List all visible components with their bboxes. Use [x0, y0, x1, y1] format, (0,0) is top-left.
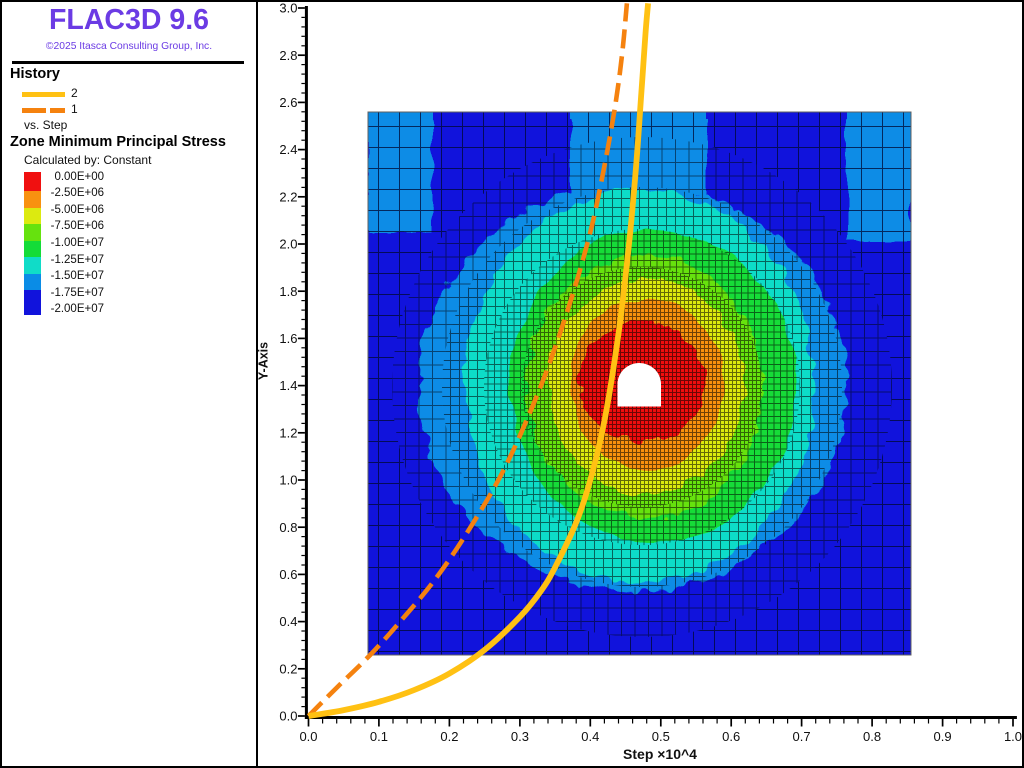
svg-text:0.0: 0.0 — [299, 729, 317, 744]
svg-text:0.6: 0.6 — [722, 729, 740, 744]
svg-text:0.3: 0.3 — [511, 729, 529, 744]
svg-text:0.4: 0.4 — [581, 729, 599, 744]
svg-text:1.4: 1.4 — [279, 378, 297, 393]
svg-text:2.0: 2.0 — [279, 237, 297, 252]
svg-text:0.7: 0.7 — [793, 729, 811, 744]
svg-text:0.1: 0.1 — [370, 729, 388, 744]
svg-text:Y-Axis: Y-Axis — [256, 342, 270, 380]
svg-text:2.2: 2.2 — [279, 189, 297, 204]
svg-text:0.4: 0.4 — [279, 614, 297, 629]
svg-text:2.4: 2.4 — [279, 142, 297, 157]
svg-text:2.6: 2.6 — [279, 95, 297, 110]
svg-text:1.2: 1.2 — [279, 425, 297, 440]
svg-text:0.2: 0.2 — [279, 661, 297, 676]
svg-text:0.8: 0.8 — [279, 520, 297, 535]
svg-text:0.5: 0.5 — [652, 729, 670, 744]
svg-text:1.6: 1.6 — [279, 331, 297, 346]
svg-text:1.8: 1.8 — [279, 284, 297, 299]
svg-text:Step ×10^4: Step ×10^4 — [623, 746, 697, 762]
svg-text:0.2: 0.2 — [440, 729, 458, 744]
svg-text:1.0: 1.0 — [279, 473, 297, 488]
svg-text:2.8: 2.8 — [279, 48, 297, 63]
svg-text:0.8: 0.8 — [863, 729, 881, 744]
svg-text:0.6: 0.6 — [279, 567, 297, 582]
svg-text:1.0: 1.0 — [1004, 729, 1022, 744]
svg-text:0.9: 0.9 — [934, 729, 952, 744]
svg-text:0.0: 0.0 — [279, 709, 297, 724]
svg-text:3.0: 3.0 — [279, 1, 297, 16]
